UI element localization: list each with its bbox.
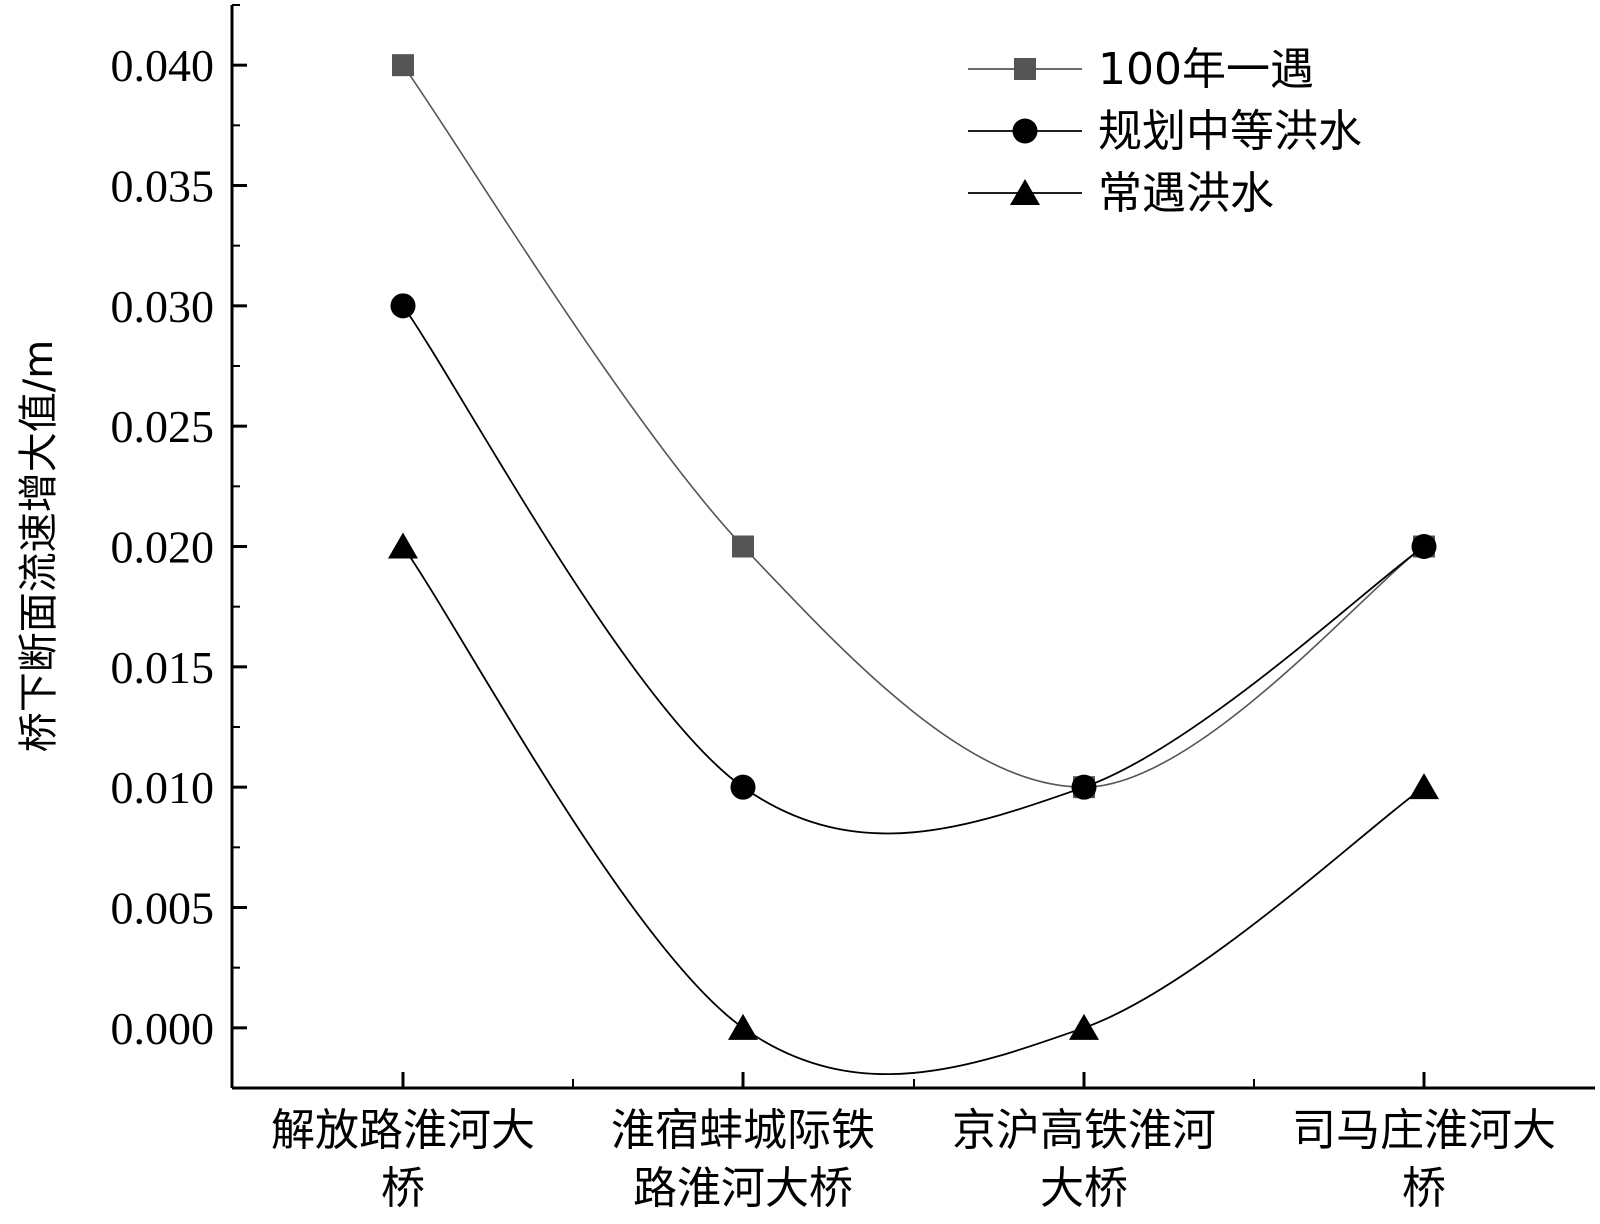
data-point [1409, 773, 1439, 800]
y-tick-label: 0.015 [111, 642, 215, 693]
data-point [1071, 774, 1097, 800]
y-axis-label: 桥下断面流速增大值/m [16, 340, 62, 752]
data-point [1411, 534, 1437, 559]
legend-label: 规划中等洪水 [1098, 106, 1362, 157]
data-point [388, 532, 418, 559]
x-category-label: 桥 [1402, 1163, 1446, 1214]
series-line [402, 64, 1425, 788]
data-point [1069, 1013, 1099, 1040]
x-category-label: 路淮河大桥 [633, 1163, 853, 1214]
y-tick-label: 0.005 [111, 883, 215, 934]
series-triangle [388, 532, 1439, 1075]
x-category-label: 淮宿蚌城际铁 [611, 1105, 875, 1156]
legend-label: 常遇洪水 [1098, 168, 1274, 219]
y-tick-label: 0.040 [111, 40, 215, 91]
series-square [392, 54, 1435, 799]
data-point [390, 293, 416, 319]
legend-marker [1010, 179, 1040, 205]
data-point [392, 54, 414, 77]
x-category-label: 司马庄淮河大 [1292, 1105, 1556, 1156]
data-point [730, 774, 756, 800]
x-category-label: 桥 [381, 1163, 425, 1214]
series-circle [390, 293, 1437, 835]
data-point [732, 535, 754, 558]
axes: 0.000 0.005 0.010 0.015 0.020 0.025 0.030 0.035… [16, 4, 1595, 1214]
x-category-label: 京沪高铁淮河 [952, 1105, 1216, 1156]
y-tick-label: 0.025 [111, 401, 215, 452]
y-tick-label: 0.030 [111, 281, 215, 332]
y-tick-label: 0.010 [111, 762, 215, 813]
legend-label: 100年一遇 [1098, 44, 1314, 95]
x-category-label: 大桥 [1040, 1163, 1128, 1214]
series-layer [388, 54, 1439, 1075]
series-line [402, 305, 1425, 835]
legend-marker [1014, 58, 1036, 80]
x-category-label: 解放路淮河大 [271, 1105, 535, 1156]
legend-marker [1012, 118, 1038, 144]
y-tick-label: 0.000 [111, 1003, 215, 1054]
y-tick-label: 0.020 [111, 522, 215, 573]
y-tick-label: 0.035 [111, 161, 215, 212]
series-line [402, 545, 1425, 1075]
data-point [728, 1013, 758, 1040]
